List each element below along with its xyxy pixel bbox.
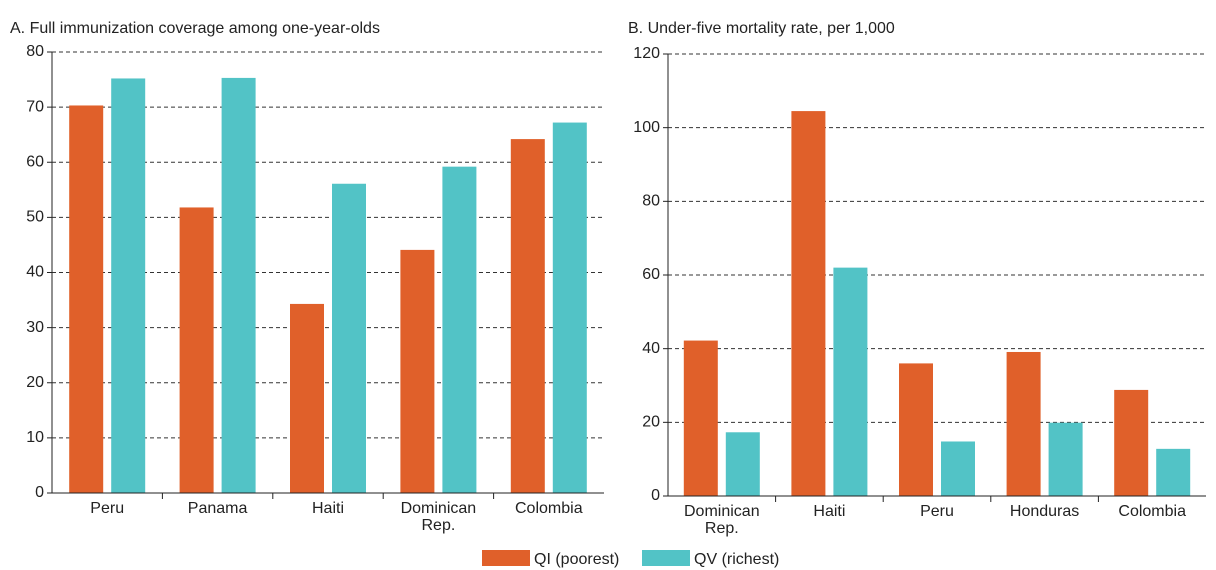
- x-tick-label: Dominican Rep.: [684, 503, 760, 537]
- bar: [332, 183, 366, 493]
- y-tick-label: 120: [633, 45, 660, 62]
- y-tick-label: 50: [26, 209, 44, 226]
- bar: [1006, 351, 1041, 496]
- x-tick-label: Dominican Rep.: [401, 500, 477, 534]
- y-tick-label: 0: [35, 484, 44, 501]
- bar: [290, 303, 324, 493]
- bar: [833, 267, 868, 496]
- y-tick-label: 100: [633, 119, 660, 136]
- legend-label: QI (poorest): [534, 551, 619, 568]
- bar: [69, 105, 104, 493]
- y-tick-label: 40: [642, 340, 660, 357]
- chart-title: B. Under-five mortality rate, per 1,000: [628, 20, 895, 37]
- x-tick-label: Panama: [188, 500, 248, 517]
- x-tick-label: Colombia: [515, 500, 583, 517]
- x-tick-label: Haiti: [813, 503, 845, 520]
- bar: [899, 363, 933, 496]
- x-tick-label: Peru: [90, 500, 124, 517]
- legend-swatch: [482, 550, 530, 566]
- legend-swatch: [642, 550, 690, 566]
- bar: [683, 340, 718, 496]
- bar: [552, 122, 587, 493]
- y-tick-label: 60: [26, 153, 44, 170]
- legend-label: QV (richest): [694, 551, 779, 568]
- x-tick-label: Peru: [920, 503, 954, 520]
- y-tick-label: 80: [26, 43, 44, 60]
- bar: [791, 111, 826, 496]
- chart-title: A. Full immunization coverage among one-…: [10, 20, 380, 37]
- x-tick-label: Honduras: [1010, 503, 1079, 520]
- bar: [510, 139, 545, 493]
- bar: [221, 77, 256, 493]
- bar: [179, 207, 214, 493]
- bar: [442, 166, 477, 493]
- bar: [111, 78, 146, 494]
- y-tick-label: 40: [26, 264, 44, 281]
- x-tick-label: Haiti: [312, 500, 344, 517]
- y-tick-label: 20: [642, 414, 660, 431]
- bar: [1156, 448, 1191, 496]
- bar: [400, 249, 435, 493]
- y-tick-label: 0: [651, 487, 660, 504]
- x-tick-label: Colombia: [1118, 503, 1186, 520]
- y-tick-label: 60: [642, 266, 660, 283]
- y-tick-label: 70: [26, 98, 44, 115]
- y-tick-label: 30: [26, 319, 44, 336]
- bar: [1048, 422, 1083, 496]
- y-tick-label: 20: [26, 374, 44, 391]
- y-tick-label: 80: [642, 193, 660, 210]
- bar: [1114, 389, 1149, 496]
- bar: [941, 441, 975, 496]
- y-tick-label: 10: [26, 429, 44, 446]
- bar: [725, 432, 760, 496]
